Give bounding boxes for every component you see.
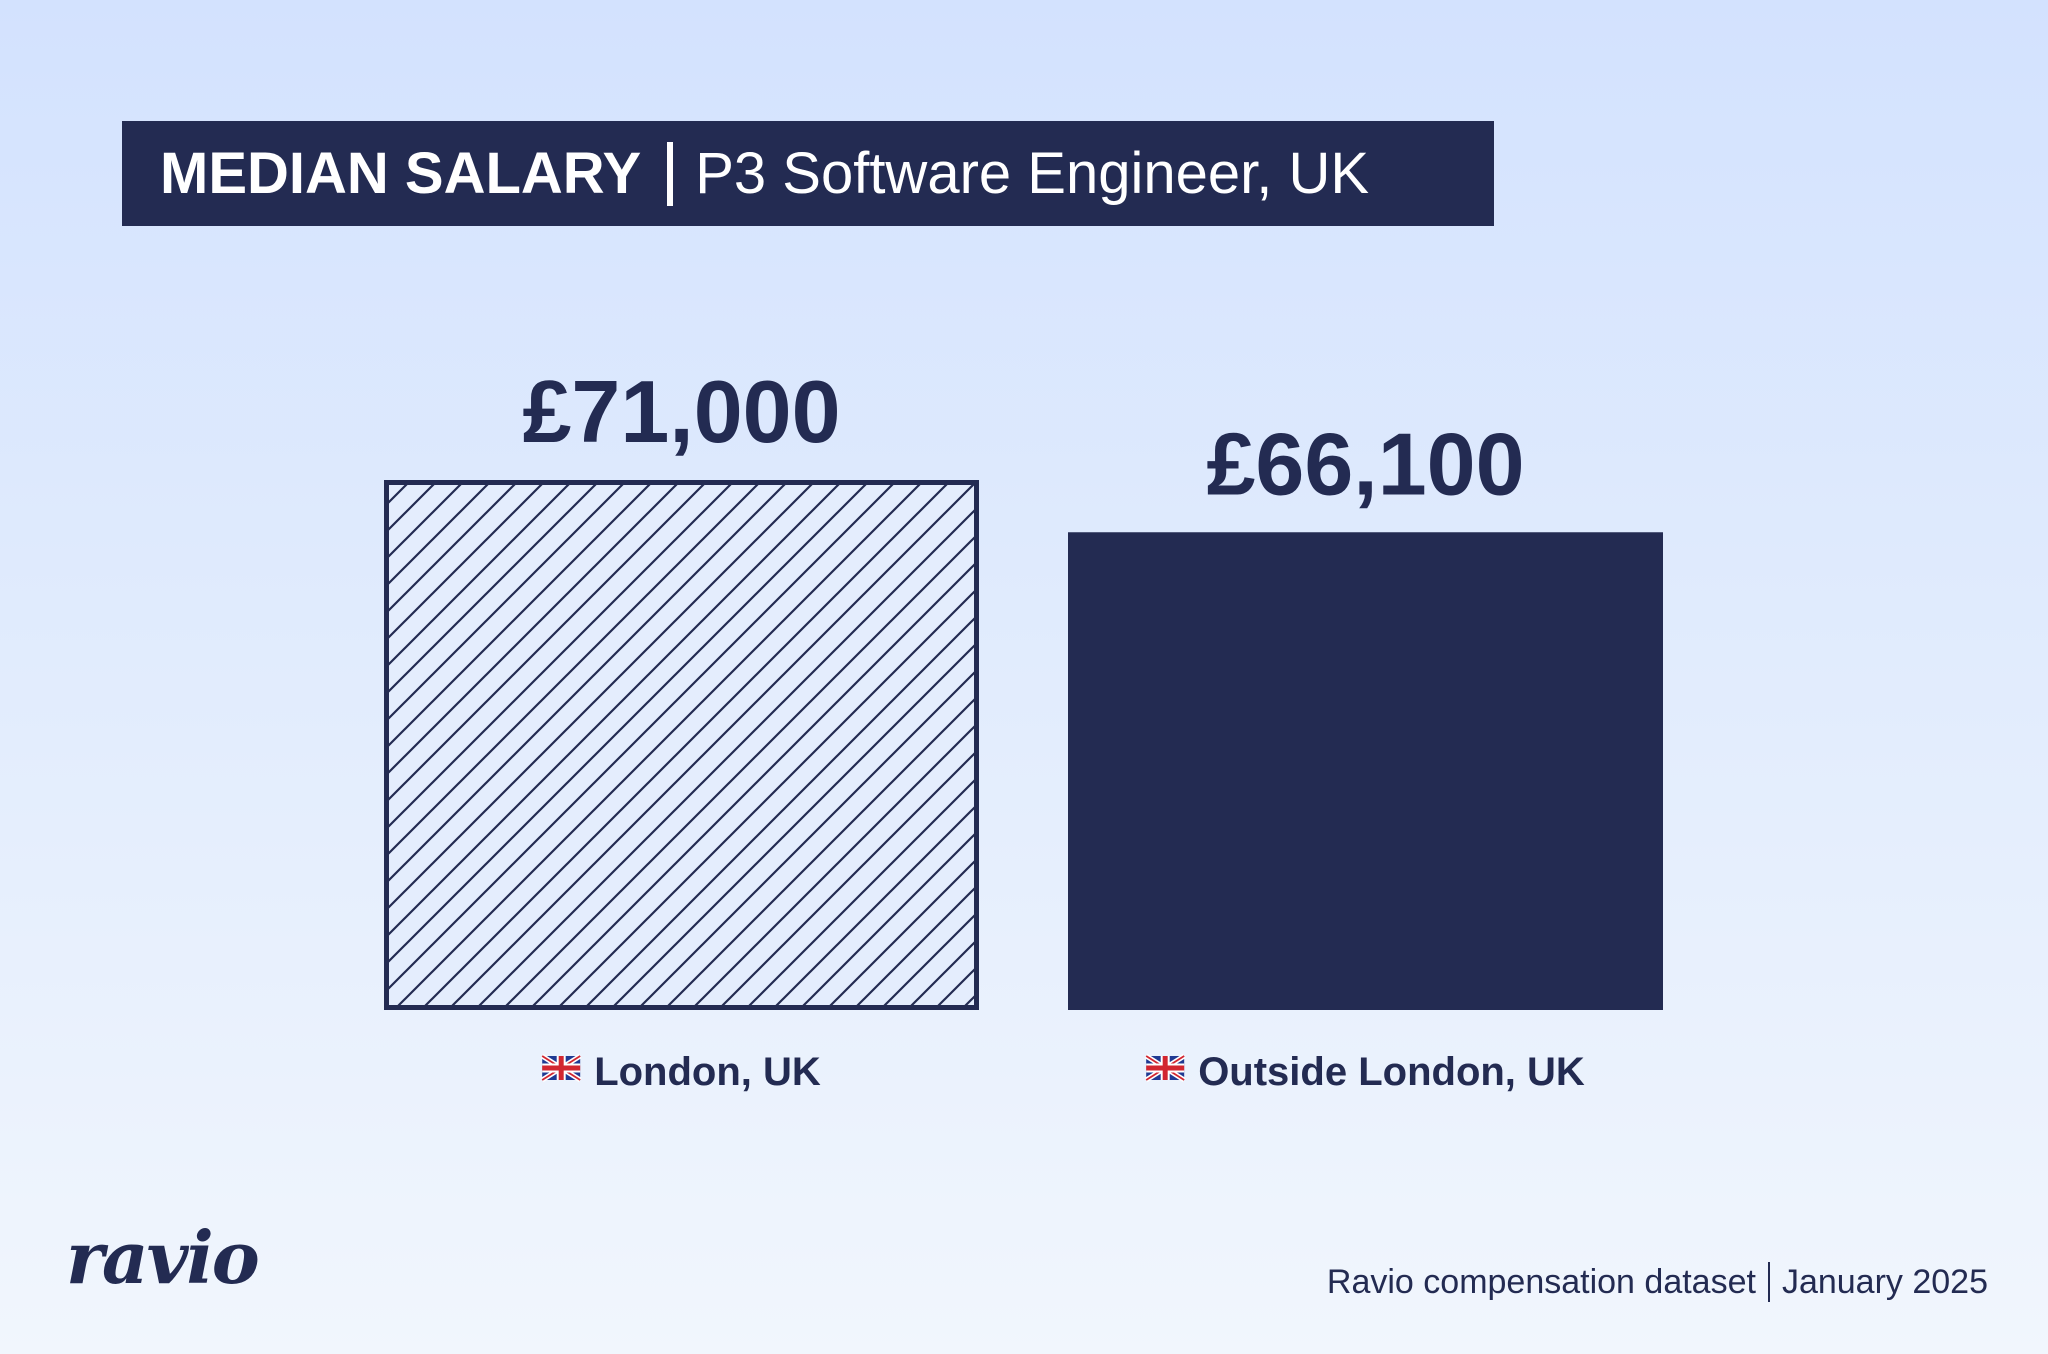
bar-value-label: £71,000: [522, 362, 840, 461]
title-subtitle: P3 Software Engineer, UK: [695, 141, 1370, 206]
uk-flag-icon: [540, 1053, 582, 1083]
category-label: London, UK: [594, 1050, 821, 1094]
ravio-logo: ravio: [66, 1215, 260, 1300]
footer: Ravio compensation dataset January 2025: [1327, 1262, 1988, 1302]
footer-date: January 2025: [1781, 1262, 1988, 1301]
bar-1: [384, 480, 979, 1010]
bar-value-label: £66,100: [1206, 414, 1524, 513]
uk-flag-icon: [1144, 1053, 1186, 1083]
title-bold: MEDIAN SALARY: [160, 141, 642, 206]
footer-separator: [1767, 1262, 1770, 1302]
category-label-group: Outside London, UK: [1144, 1050, 1585, 1094]
category-label-group: London, UK: [540, 1050, 821, 1094]
title-banner: MEDIAN SALARY P3 Software Engineer, UK: [122, 121, 1494, 226]
footer-source: Ravio compensation dataset: [1326, 1262, 1756, 1301]
title-separator: [667, 141, 674, 206]
category-label: Outside London, UK: [1198, 1050, 1585, 1094]
bar-2: [1068, 532, 1663, 1010]
